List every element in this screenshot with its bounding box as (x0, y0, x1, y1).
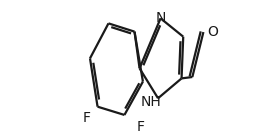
Text: F: F (137, 120, 145, 134)
Text: NH: NH (141, 95, 162, 109)
Text: F: F (83, 111, 91, 125)
Text: N: N (155, 11, 166, 25)
Text: O: O (208, 25, 219, 39)
